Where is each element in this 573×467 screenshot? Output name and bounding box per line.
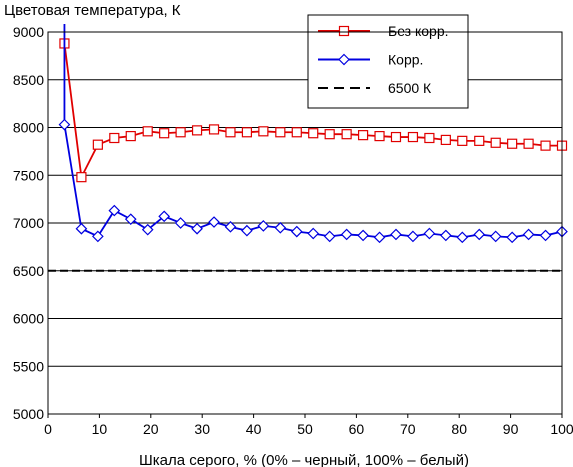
- data-point: [241, 224, 253, 237]
- y-tick-label: 9000: [13, 24, 44, 40]
- data-point: [323, 230, 336, 243]
- data-point: [208, 124, 220, 135]
- data-point: [507, 138, 518, 149]
- legend-label: Без корр.: [388, 23, 449, 39]
- data-point: [373, 231, 386, 244]
- data-point: [76, 172, 87, 183]
- data-point: [489, 230, 502, 243]
- data-point: [308, 128, 319, 139]
- data-point: [141, 223, 154, 236]
- x-axis-title: Шкала серого, % (0% – черный, 100% – бел…: [139, 452, 469, 467]
- x-tick-label: 100: [550, 421, 573, 437]
- data-point: [423, 227, 436, 240]
- x-tick-label: 10: [92, 421, 108, 437]
- legend-marker: [338, 25, 350, 37]
- data-point: [506, 231, 518, 244]
- data-point: [108, 204, 121, 217]
- data-point: [539, 229, 552, 242]
- y-tick-label: 5000: [13, 406, 44, 422]
- y-tick-label: 7500: [13, 167, 44, 183]
- x-tick-label: 60: [349, 421, 365, 437]
- data-point: [340, 228, 353, 241]
- data-point: [275, 127, 286, 138]
- legend-marker: [338, 53, 350, 66]
- data-point: [159, 128, 170, 139]
- data-point: [257, 220, 270, 232]
- data-point: [522, 228, 535, 241]
- x-tick-label: 80: [451, 421, 467, 437]
- x-tick-label: 50: [297, 421, 313, 437]
- legend: Без корр. Корр. 6500 К: [307, 14, 469, 109]
- x-tick-label: 0: [44, 421, 52, 437]
- data-point: [208, 216, 220, 228]
- legend-item: 6500 К: [318, 80, 432, 96]
- data-point: [390, 228, 402, 241]
- data-point: [124, 213, 137, 226]
- x-tick-label: 30: [194, 421, 210, 437]
- data-point: [456, 231, 469, 244]
- x-tick-label: 90: [503, 421, 519, 437]
- data-point: [175, 127, 186, 138]
- data-point: [92, 230, 104, 243]
- plot-frame: [47, 31, 563, 415]
- data-point: [473, 228, 486, 241]
- data-point: [341, 129, 352, 140]
- data-point: [191, 125, 203, 136]
- data-point: [407, 131, 419, 143]
- y-tick-label: 6500: [13, 263, 44, 279]
- data-point: [324, 129, 335, 140]
- legend-item: Корр.: [318, 52, 423, 68]
- tick-labels: 5000 5500 6000 6500 7000 7500 8000 8500 9000 0 10 2…: [13, 24, 573, 437]
- x-tick-label: 20: [143, 421, 159, 437]
- data-point: [474, 135, 485, 146]
- data-point: [158, 210, 171, 223]
- legend-item: Без корр.: [318, 23, 449, 39]
- data-point: [357, 229, 369, 242]
- x-tick-label: 40: [246, 421, 262, 437]
- data-point: [75, 222, 88, 235]
- series-1: [58, 24, 568, 244]
- data-point: [457, 135, 468, 146]
- data-point: [523, 138, 534, 149]
- data-point: [125, 130, 136, 142]
- y-tick-label: 7000: [13, 215, 44, 231]
- y-tick-label: 8500: [13, 72, 44, 88]
- data-point: [440, 134, 451, 146]
- data-point: [290, 225, 303, 238]
- data-point: [357, 130, 369, 141]
- data-point: [109, 132, 120, 144]
- data-point: [224, 220, 237, 233]
- data-point: [274, 221, 287, 234]
- data-point: [307, 227, 320, 240]
- data-point: [407, 230, 419, 243]
- data-point: [241, 127, 253, 138]
- data-point: [374, 130, 385, 142]
- data-point: [439, 229, 452, 242]
- data-point: [390, 131, 402, 143]
- legend-label: 6500 К: [388, 80, 432, 96]
- data-point: [540, 140, 551, 151]
- legend-label: Корр.: [388, 52, 423, 68]
- data-point: [58, 118, 71, 131]
- y-tick-label: 8000: [13, 120, 44, 136]
- y-axis-title: Цветовая температура, К: [4, 2, 181, 19]
- data-point: [291, 127, 302, 138]
- data-point: [92, 139, 103, 150]
- data-point: [225, 127, 236, 138]
- data-point: [424, 132, 435, 144]
- data-point: [142, 126, 153, 137]
- y-tick-label: 5500: [13, 358, 44, 374]
- data-point: [191, 222, 203, 235]
- data-point: [258, 126, 269, 137]
- data-point: [174, 217, 187, 229]
- x-tick-label: 70: [400, 421, 416, 437]
- data-point: [490, 137, 501, 148]
- y-tick-label: 6000: [13, 311, 44, 327]
